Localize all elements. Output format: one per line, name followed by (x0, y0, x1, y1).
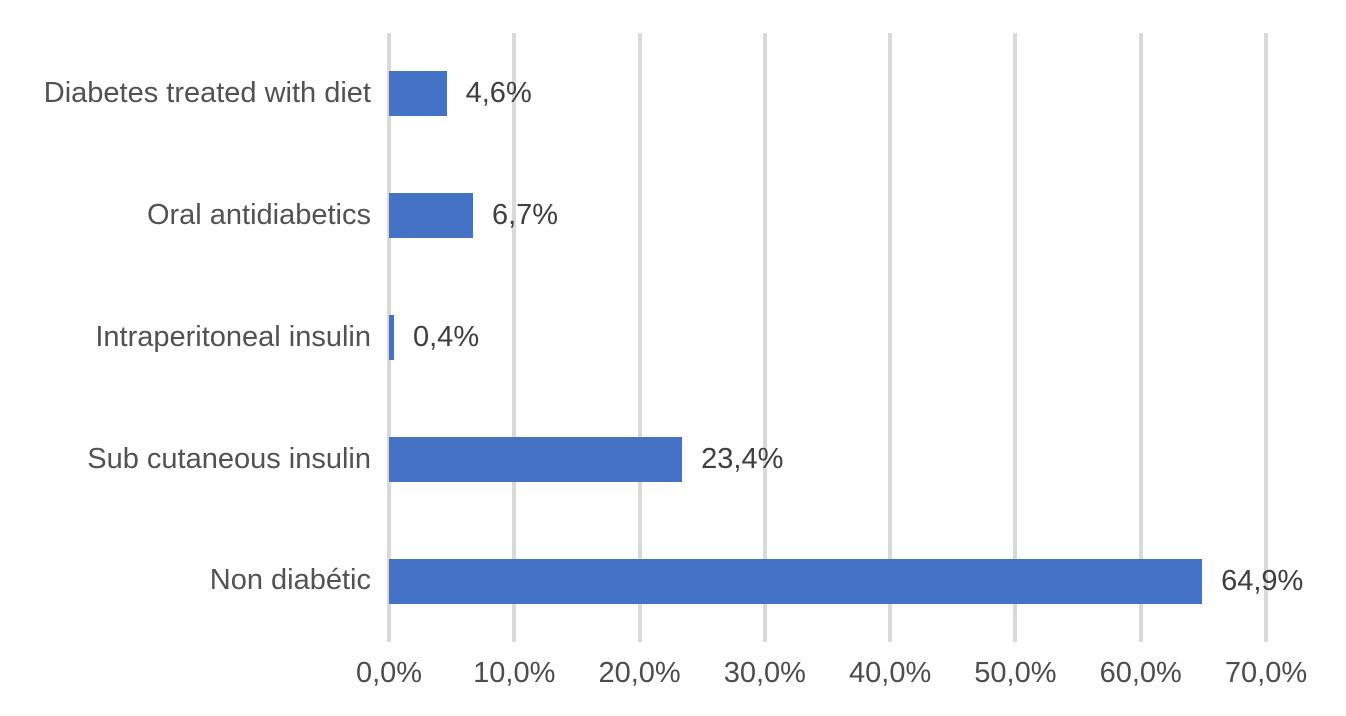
plot-area: 4,6% 6,7% 0,4% 23,4% 64,9% (387, 33, 1303, 642)
bar (389, 193, 473, 239)
bar (389, 436, 683, 482)
bar-value-label: 64,9% (1221, 564, 1304, 597)
bar (389, 71, 447, 117)
category-row: Non diabétic (0, 520, 389, 642)
gridline (762, 33, 767, 642)
category-row: Intraperitoneal insulin (0, 277, 389, 399)
bar-value-label: 6,7% (491, 199, 559, 232)
bar (389, 558, 1203, 604)
bar (389, 314, 394, 360)
x-tick-label: 70,0% (1224, 657, 1308, 689)
gridline (1138, 33, 1143, 642)
category-labels: Diabetes treated with diet Oral antidiabe… (0, 33, 389, 642)
bar-value-label: 0,4% (413, 320, 480, 353)
x-tick-label: 10,0% (473, 657, 556, 689)
gridline (888, 33, 893, 642)
category-label: Sub cutaneous insulin (87, 442, 371, 475)
bar-row: 0,4% (389, 277, 1266, 399)
bar-row: 23,4% (389, 398, 1266, 520)
category-label: Intraperitoneal insulin (95, 320, 371, 353)
category-row: Oral antidiabetics (0, 155, 389, 277)
x-tick-label: 40,0% (849, 657, 932, 689)
bar-row: 64,9% (389, 520, 1303, 642)
x-axis: 0,0% 10,0% 20,0% 30,0% 40,0% 50,0% 60,0% 70,0% (356, 642, 1307, 702)
gridline (1264, 33, 1268, 642)
bar-value-label: 23,4% (701, 442, 784, 475)
x-tick-label: 50,0% (974, 657, 1057, 689)
category-label: Non diabétic (209, 564, 371, 597)
category-row: Sub cutaneous insulin (0, 398, 389, 520)
gridline (1013, 33, 1018, 642)
x-tick-label: 30,0% (723, 657, 806, 689)
x-tick-label: 60,0% (1099, 657, 1182, 689)
x-tick-label: 0,0% (355, 657, 423, 689)
category-label: Oral antidiabetics (146, 199, 371, 232)
bar-value-label: 4,6% (465, 77, 532, 110)
x-tick-label: 20,0% (598, 657, 681, 689)
gridline (512, 33, 517, 642)
bar-row: 4,6% (389, 33, 1266, 155)
category-label: Diabetes treated with diet (43, 77, 371, 110)
category-row: Diabetes treated with diet (0, 33, 389, 155)
gridline (637, 33, 642, 642)
bar-row: 6,7% (389, 155, 1266, 277)
